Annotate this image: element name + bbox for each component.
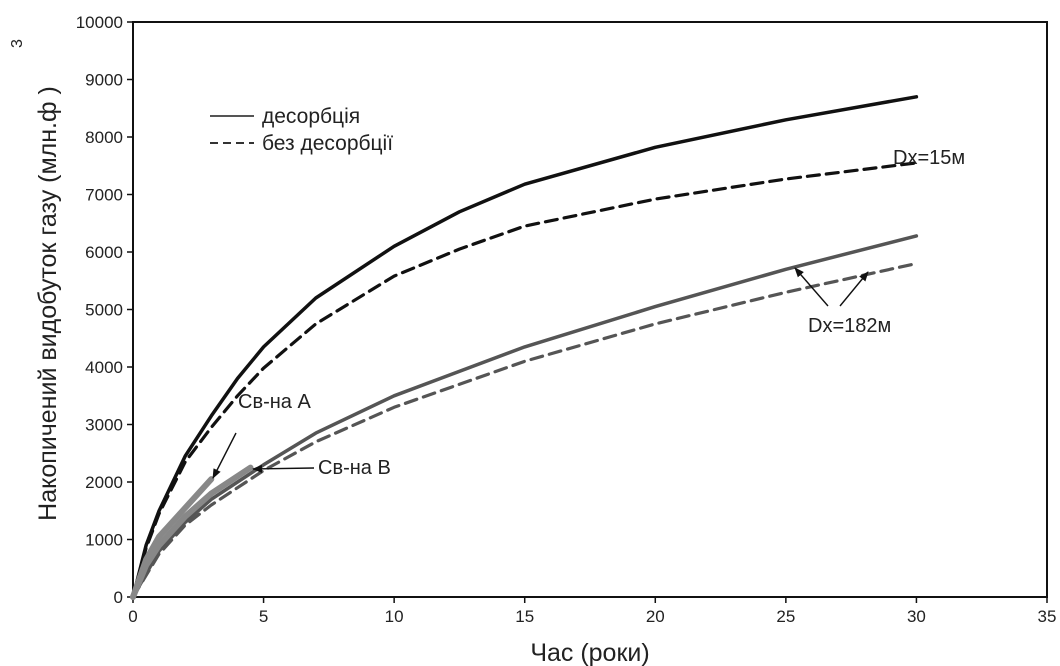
y-tick-label: 5000 bbox=[85, 301, 123, 320]
y-tick-label: 7000 bbox=[85, 186, 123, 205]
annotation-well-b: Св-на B bbox=[318, 457, 391, 479]
arrow-dx182-solid bbox=[794, 267, 829, 307]
y-tick-label: 10000 bbox=[76, 13, 123, 32]
arrow-well-b bbox=[252, 464, 315, 473]
arrow-dx182-dashed bbox=[839, 271, 869, 307]
y-tick-label: 9000 bbox=[85, 71, 123, 90]
legend-label-dashed: без десорбції bbox=[262, 132, 393, 155]
series-line bbox=[130, 464, 254, 600]
x-tick-label: 10 bbox=[385, 607, 404, 626]
y-axis-title-superscript: 3 bbox=[9, 39, 26, 48]
legend-label-solid: десорбція bbox=[262, 105, 360, 128]
y-tick-label: 1000 bbox=[85, 531, 123, 550]
x-tick-label: 15 bbox=[515, 607, 534, 626]
annotation-dx15: Dx=15м bbox=[893, 147, 965, 169]
x-tick-label: 25 bbox=[776, 607, 795, 626]
y-tick-label: 8000 bbox=[85, 128, 123, 147]
series-line bbox=[131, 261, 918, 599]
x-tick-label: 0 bbox=[128, 607, 137, 626]
series-line bbox=[131, 161, 918, 599]
x-tick-label: 20 bbox=[646, 607, 665, 626]
x-axis-title: Час (роки) bbox=[530, 639, 649, 666]
x-tick-label: 5 bbox=[259, 607, 268, 626]
plot-area: 0 5 10 15 20 25 30 35 0 1000 2000 3000 4000 5000 6000 7… bbox=[9, 13, 1056, 666]
y-tick-label: 0 bbox=[114, 588, 123, 607]
y-tick-label: 3000 bbox=[85, 416, 123, 435]
y-tick-label: 6000 bbox=[85, 243, 123, 262]
y-tick-label: 4000 bbox=[85, 358, 123, 377]
arrow-well-a bbox=[212, 432, 237, 479]
y-axis-title: Накопичений видобуток газу (млн.ф ) bbox=[34, 86, 62, 521]
series-line bbox=[131, 234, 919, 599]
y-tick-label: 2000 bbox=[85, 473, 123, 492]
annotation-dx182: Dx=182м bbox=[808, 315, 891, 337]
annotation-well-a: Св-на A bbox=[238, 391, 311, 413]
x-tick-label: 30 bbox=[907, 607, 926, 626]
x-tick-label: 35 bbox=[1038, 607, 1057, 626]
